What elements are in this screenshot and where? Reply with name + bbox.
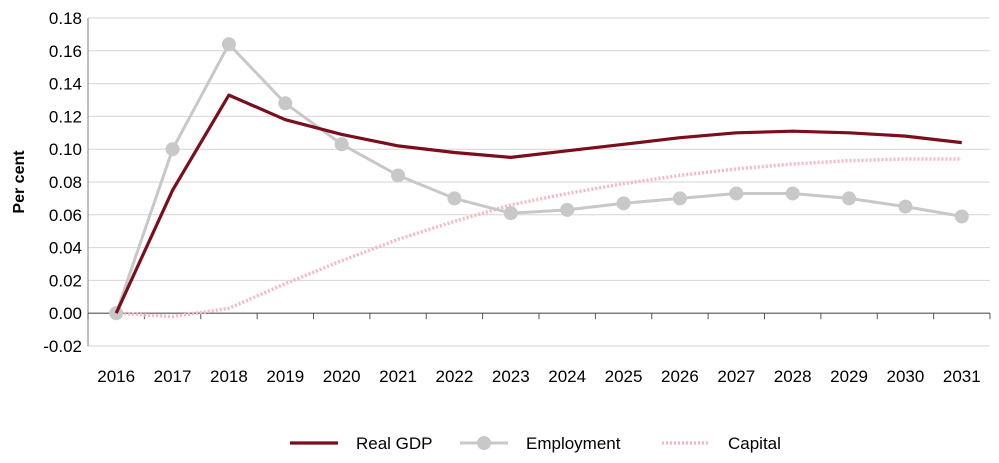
legend-marker (477, 436, 491, 450)
x-tick-label: 2027 (717, 367, 755, 386)
x-tick-label: 2024 (548, 367, 586, 386)
legend-item-real-gdp: Real GDP (290, 434, 433, 453)
y-tick-label: 0.16 (49, 42, 82, 61)
x-tick-label: 2022 (436, 367, 474, 386)
series-line (114, 93, 962, 314)
series-real-gdp (114, 93, 962, 314)
x-tick-label: 2029 (830, 367, 868, 386)
x-tick-label: 2016 (97, 367, 135, 386)
y-tick-label: 0.08 (49, 173, 82, 192)
data-point (278, 96, 293, 111)
x-tick-label: 2019 (266, 367, 304, 386)
series-employment (109, 37, 969, 321)
data-point (334, 137, 349, 152)
x-tick-label: 2030 (887, 367, 925, 386)
x-tick-label: 2021 (379, 367, 417, 386)
y-tick-label: 0.04 (49, 239, 82, 258)
x-tick-label: 2017 (154, 367, 192, 386)
legend-label: Employment (526, 434, 621, 453)
data-point (560, 202, 575, 217)
legend-label: Capital (728, 434, 781, 453)
y-tick-label: 0.10 (49, 140, 82, 159)
x-tick-label: 2020 (323, 367, 361, 386)
data-point (447, 191, 462, 206)
legend-item-capital: Capital (662, 434, 781, 453)
y-tick-label: 0.02 (49, 271, 82, 290)
x-tick-label: 2023 (492, 367, 530, 386)
series-capital (116, 157, 962, 319)
legend-label: Real GDP (356, 434, 433, 453)
y-tick-label: -0.02 (43, 337, 82, 356)
data-point (898, 199, 913, 214)
data-point (165, 142, 180, 157)
x-tick-label: 2028 (774, 367, 812, 386)
data-point (785, 186, 800, 201)
series-lines (109, 37, 969, 321)
x-tick-label: 2031 (943, 367, 981, 386)
y-tick-label: 0.06 (49, 206, 82, 225)
data-point (954, 209, 969, 224)
y-tick-label: 0.12 (49, 107, 82, 126)
gridlines (88, 17, 990, 347)
x-tick-label: 2026 (661, 367, 699, 386)
series-line (116, 157, 962, 319)
y-tick-label: 0.18 (49, 9, 82, 28)
y-axis-title: Per cent (11, 150, 28, 214)
data-point (221, 37, 236, 52)
data-point (729, 186, 744, 201)
data-point (391, 168, 406, 183)
legend: Real GDP Employment Capital (290, 434, 781, 453)
data-point (842, 191, 857, 206)
series-line (114, 42, 963, 314)
data-point (109, 306, 124, 321)
y-tick-label: 0.00 (49, 304, 82, 323)
legend-item-employment: Employment (460, 434, 621, 453)
data-point (503, 206, 518, 221)
x-tick-label: 2018 (210, 367, 248, 386)
axes: -0.02 0.00 0.02 0.04 0.06 0.08 0.10 0.12 0.14 0.1… (11, 9, 991, 386)
y-tick-label: 0.14 (49, 75, 82, 94)
data-point (672, 191, 687, 206)
x-tick-label: 2025 (605, 367, 643, 386)
data-point (616, 196, 631, 211)
